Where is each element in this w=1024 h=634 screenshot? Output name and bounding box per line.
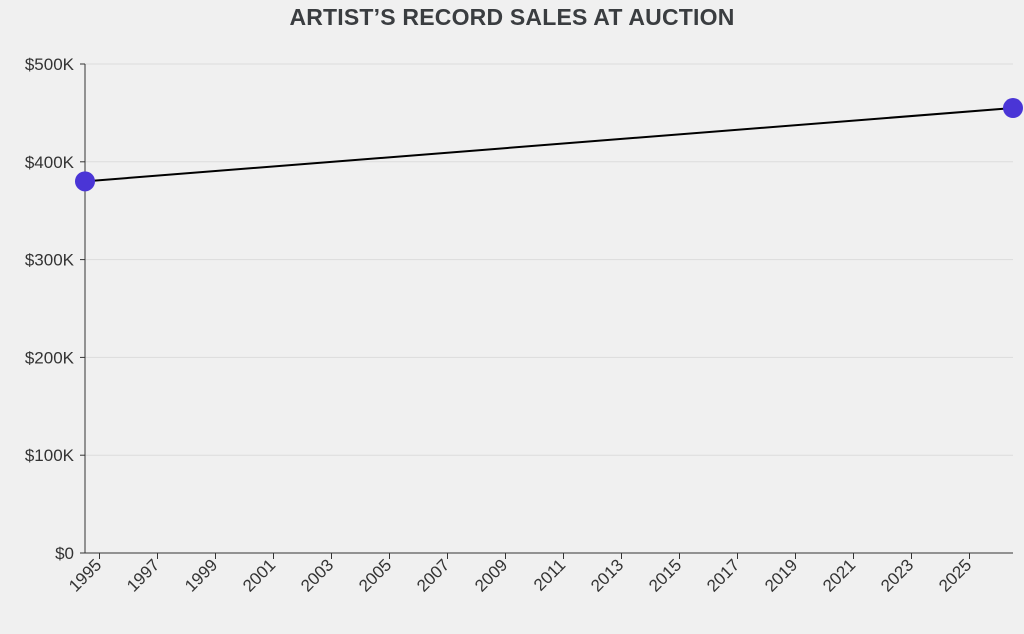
x-tick-label: 2015 <box>645 555 685 595</box>
x-tick-label: 1999 <box>181 555 221 595</box>
x-tick-label: 2025 <box>935 555 975 595</box>
x-tick-label: 2021 <box>819 555 859 595</box>
data-point <box>1003 98 1023 119</box>
y-tick-label: $400K <box>25 153 75 172</box>
x-tick-label: 2011 <box>530 555 569 594</box>
x-tick-label: 2023 <box>877 555 917 595</box>
y-tick-label: $200K <box>25 348 75 367</box>
x-tick-label: 2009 <box>471 555 511 595</box>
x-tick-label: 1997 <box>123 555 163 595</box>
x-tick-label: 2019 <box>761 555 801 595</box>
x-tick-label: 2003 <box>297 555 337 595</box>
series-line <box>84 107 1014 183</box>
x-tick-label: 2007 <box>413 555 453 595</box>
data-point <box>75 171 95 192</box>
x-tick-label: 2005 <box>355 555 395 595</box>
x-tick-label: 2013 <box>587 555 627 595</box>
x-tick-label: 2001 <box>239 555 279 595</box>
y-tick-label: $300K <box>25 251 75 270</box>
x-tick-label: 2017 <box>703 555 743 595</box>
y-tick-label: $0 <box>55 544 74 563</box>
chart-title: ARTIST’S RECORD SALES AT AUCTION <box>289 4 735 30</box>
y-tick-label: $500K <box>25 55 75 74</box>
y-tick-label: $100K <box>25 446 75 465</box>
